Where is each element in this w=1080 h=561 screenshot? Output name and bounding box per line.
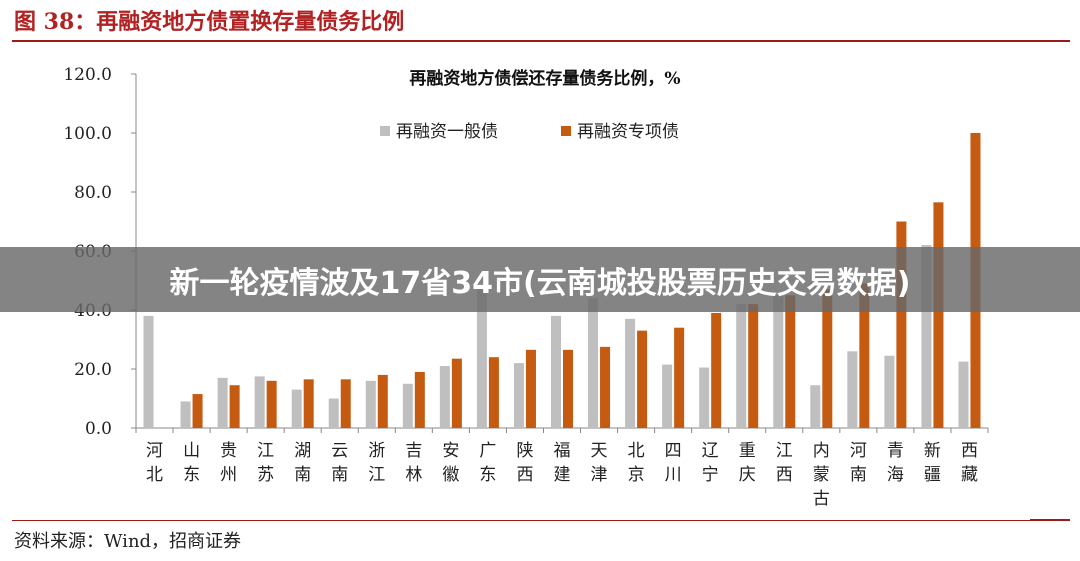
x-tick-label: 陕西 — [516, 441, 533, 485]
bar-special — [637, 330, 648, 428]
legend-swatch-general — [380, 126, 390, 136]
source-note: 资料来源：Wind，招商证券 — [14, 531, 242, 552]
bar-special — [896, 221, 907, 428]
bar-general — [551, 315, 561, 428]
x-tick-label: 天津 — [591, 441, 608, 485]
bar-general — [773, 295, 784, 428]
x-tick-label: 重庆 — [739, 441, 756, 485]
x-tick-label: 江苏 — [257, 441, 274, 485]
bar-special — [859, 283, 870, 428]
figure-title: 图 38：再融资地方债置换存量债务比例 — [14, 9, 405, 35]
bar-special — [192, 394, 203, 428]
chart-title: 再融资地方债偿还存量债务比例，% — [409, 68, 680, 89]
bar-general — [625, 318, 636, 428]
y-tick-label: 100.0 — [63, 124, 112, 144]
y-tick-label: 80.0 — [74, 183, 112, 203]
x-tick-label: 福建 — [554, 441, 571, 485]
bar-general — [365, 380, 376, 428]
bar-special — [303, 379, 314, 428]
bar-general — [439, 366, 450, 428]
bar-general — [699, 367, 710, 428]
bar-special — [266, 380, 277, 428]
x-tick-label: 安徽 — [442, 441, 459, 485]
bar-special — [600, 346, 611, 428]
bar-general — [958, 361, 969, 428]
x-tick-label: 湖南 — [294, 441, 311, 485]
x-tick-label: 青海 — [887, 441, 904, 485]
x-tick-label: 四川 — [665, 441, 682, 485]
bar-special — [414, 371, 425, 428]
overlay-banner: 新一轮疫情波及17省34市(云南城投股票历史交易数据) — [0, 247, 1080, 312]
bar-general — [254, 376, 265, 428]
bar-special — [822, 289, 833, 428]
bar-general — [143, 315, 154, 428]
x-tick-label: 辽宁 — [702, 441, 719, 485]
bar-special — [933, 202, 944, 428]
bar-general — [291, 389, 302, 428]
bar-special — [674, 327, 685, 428]
bar-special — [525, 349, 536, 428]
bar-special — [748, 304, 759, 428]
bars — [143, 133, 981, 428]
bar-general — [180, 401, 191, 428]
x-tick-label: 西藏 — [961, 441, 978, 485]
y-tick-label: 0.0 — [85, 419, 112, 439]
bar-special — [451, 358, 462, 428]
bar-special — [711, 312, 722, 428]
x-tick-label: 江西 — [776, 441, 793, 485]
legend-label-special: 再融资专项债 — [577, 122, 679, 142]
bar-general — [402, 383, 413, 428]
bar-special — [340, 379, 351, 428]
x-tick-label: 山东 — [183, 441, 200, 485]
x-tick-label: 吉林 — [405, 441, 422, 485]
bar-special — [563, 349, 573, 428]
legend-swatch-special — [561, 126, 571, 136]
bar-general — [736, 304, 747, 428]
bar-general — [328, 398, 339, 428]
bar-general — [513, 363, 524, 428]
bar-general — [476, 289, 487, 428]
bar-special — [785, 295, 796, 428]
bar-special — [377, 374, 388, 428]
bar-general — [921, 245, 932, 428]
x-tick-label: 北京 — [628, 441, 645, 485]
x-tick-label: 河南 — [850, 441, 867, 485]
bar-special — [229, 385, 240, 428]
bar-general — [588, 298, 599, 428]
x-tick-label: 河北 — [146, 441, 163, 485]
x-tick-label: 贵州 — [220, 441, 237, 485]
y-tick-label: 20.0 — [74, 360, 112, 380]
x-tick-label: 云南 — [331, 441, 348, 485]
x-tick-label: 浙江 — [368, 441, 385, 485]
legend: 再融资一般债 再融资专项债 — [380, 122, 679, 142]
x-tick-label: 广东 — [479, 441, 496, 485]
x-tick-label: 新疆 — [924, 441, 941, 485]
bottom-rule — [12, 520, 1070, 521]
y-tick-label: 120.0 — [63, 65, 112, 85]
bar-special — [488, 357, 499, 428]
bar-general — [810, 385, 821, 428]
legend-label-general: 再融资一般债 — [396, 122, 498, 142]
top-rule — [12, 40, 1070, 42]
bottom-rule-accent — [1030, 519, 1070, 521]
bar-general — [662, 364, 673, 428]
banner-text: 新一轮疫情波及17省34市(云南城投股票历史交易数据) — [169, 265, 911, 301]
bar-general — [847, 351, 858, 428]
x-tick-label: 内蒙古 — [813, 441, 830, 509]
bar-general — [217, 377, 228, 428]
bar-general — [884, 355, 895, 428]
